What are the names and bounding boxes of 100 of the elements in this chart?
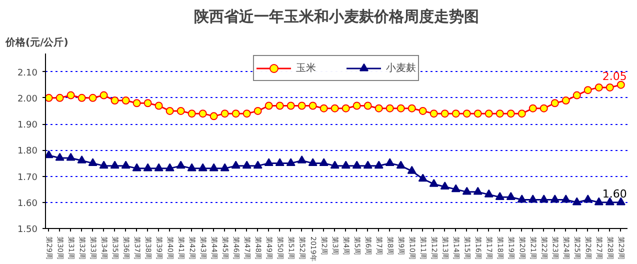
y-tick-label: 1.80	[17, 146, 38, 157]
point	[209, 163, 218, 172]
y-tick-label: 1.70	[17, 172, 38, 183]
point	[562, 96, 570, 105]
legend-label: 玉米	[296, 62, 316, 75]
point	[254, 106, 262, 115]
point	[616, 80, 625, 89]
point	[242, 160, 252, 169]
point	[198, 163, 208, 172]
point	[364, 102, 372, 110]
point	[496, 110, 504, 118]
point	[110, 160, 120, 169]
point	[188, 110, 196, 118]
point	[220, 163, 230, 172]
point	[231, 160, 240, 169]
point	[144, 99, 152, 108]
point	[572, 197, 582, 206]
point	[352, 102, 361, 110]
point	[286, 102, 295, 110]
point	[110, 96, 119, 105]
point	[374, 160, 384, 169]
point	[308, 158, 318, 166]
point	[319, 158, 328, 166]
point	[418, 106, 427, 115]
point	[46, 150, 54, 158]
point	[297, 155, 306, 164]
point	[341, 160, 350, 169]
point	[330, 160, 340, 169]
point	[286, 158, 296, 166]
point	[320, 104, 328, 112]
point	[594, 197, 604, 206]
point	[166, 106, 174, 115]
point	[386, 104, 394, 112]
y-tick-label: 1.50	[17, 225, 38, 235]
point	[220, 110, 229, 118]
point	[539, 194, 548, 203]
point	[462, 186, 472, 195]
point	[46, 94, 53, 102]
point	[584, 86, 592, 94]
point	[132, 99, 141, 108]
data-label: 1.60	[602, 187, 627, 200]
y-axis-title: 价格(元/公斤)	[4, 36, 68, 48]
point	[550, 194, 560, 203]
point	[56, 94, 64, 102]
point	[276, 102, 284, 110]
point	[396, 104, 405, 112]
point	[55, 152, 64, 161]
point	[440, 182, 450, 190]
point	[308, 102, 317, 110]
point	[154, 163, 164, 172]
point	[462, 110, 471, 118]
point	[517, 194, 526, 203]
point	[452, 110, 460, 118]
point	[540, 104, 548, 112]
point	[88, 158, 98, 166]
y-tick-label: 2.10	[17, 68, 38, 78]
point	[298, 102, 306, 110]
point	[550, 99, 559, 108]
point	[78, 94, 86, 102]
point	[264, 158, 274, 166]
point	[495, 192, 504, 200]
point	[484, 110, 493, 118]
point	[430, 110, 438, 118]
point	[374, 104, 383, 112]
point	[561, 194, 570, 203]
point	[176, 106, 185, 115]
point	[242, 110, 251, 118]
point	[418, 174, 428, 182]
point	[506, 192, 516, 200]
point	[528, 194, 538, 203]
point	[176, 160, 186, 169]
point	[484, 189, 494, 198]
point	[528, 104, 537, 112]
point	[88, 94, 97, 102]
y-tick-label: 1.90	[17, 120, 38, 131]
point	[363, 160, 372, 169]
point	[408, 104, 416, 112]
point	[198, 110, 207, 118]
point	[474, 110, 482, 118]
y-tick-label: 2.00	[17, 94, 38, 104]
point	[122, 96, 130, 105]
point	[352, 160, 362, 169]
point	[100, 91, 108, 100]
point	[253, 160, 262, 169]
point	[275, 158, 284, 166]
point	[440, 110, 449, 118]
point	[187, 163, 196, 172]
point	[154, 102, 163, 110]
chart-title: 陕西省近一年玉米和小麦麸价格周度走势图	[194, 8, 479, 26]
point	[572, 91, 581, 100]
point	[506, 110, 515, 118]
point	[518, 110, 526, 118]
point	[385, 158, 394, 166]
point	[396, 160, 406, 169]
point	[264, 102, 273, 110]
point	[606, 83, 614, 92]
point	[210, 112, 218, 120]
point	[407, 166, 416, 174]
point	[342, 104, 350, 112]
point	[77, 155, 86, 164]
